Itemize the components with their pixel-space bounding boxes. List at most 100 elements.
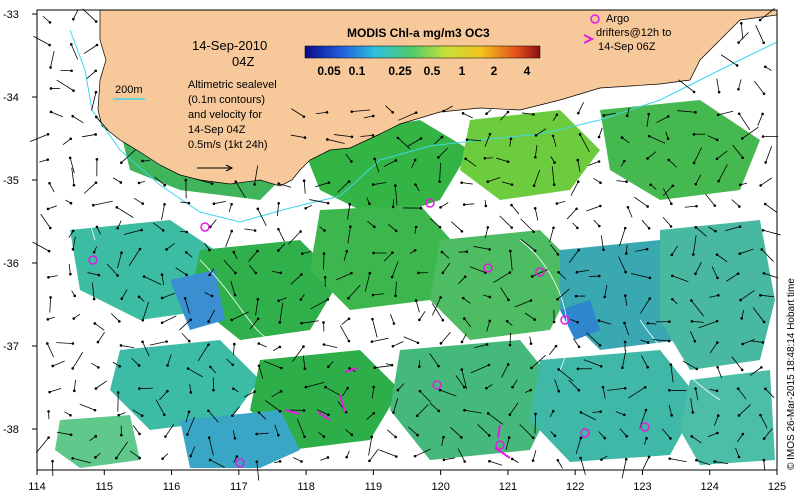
velocity-arrow-origin — [667, 158, 671, 162]
velocity-arrow-origin — [349, 225, 352, 228]
velocity-arrow-origin — [257, 342, 261, 345]
velocity-arrow-origin — [462, 317, 466, 320]
velocity-arrow-origin — [488, 319, 492, 323]
velocity-arrow — [133, 197, 143, 204]
velocity-arrow-origin — [69, 433, 73, 437]
velocity-arrow-origin — [717, 90, 721, 94]
velocity-arrow — [621, 137, 630, 144]
velocity-arrow — [258, 412, 267, 420]
velocity-arrow-origin — [576, 158, 580, 162]
velocity-arrow-origin — [505, 319, 509, 323]
velocity-arrow-origin — [623, 294, 627, 298]
velocity-arrow-origin — [303, 367, 307, 370]
velocity-arrow-origin — [94, 435, 98, 438]
velocity-arrow-origin — [552, 226, 555, 230]
velocity-arrow — [586, 205, 601, 212]
velocity-arrow-origin — [506, 110, 510, 114]
velocity-arrow — [732, 144, 744, 159]
velocity-arrow-origin — [510, 203, 513, 207]
argo-drifter-marker — [483, 263, 493, 273]
velocity-arrow — [598, 320, 612, 325]
velocity-arrow — [180, 201, 189, 204]
velocity-arrow-origin — [163, 183, 167, 187]
velocity-arrow-origin — [189, 318, 192, 322]
velocity-arrow — [487, 177, 501, 183]
velocity-arrow — [741, 309, 745, 319]
velocity-arrow-origin — [189, 454, 192, 458]
velocity-arrow-origin — [46, 133, 50, 136]
velocity-arrow — [656, 116, 669, 124]
velocity-arrow — [450, 426, 462, 438]
velocity-arrow-origin — [142, 275, 146, 278]
velocity-arrow — [91, 282, 95, 299]
x-tick-label: 120 — [431, 481, 449, 493]
velocity-arrow — [711, 266, 718, 279]
velocity-arrow — [142, 301, 149, 321]
argo-drifter-marker — [88, 255, 98, 265]
velocity-arrow-origin — [163, 413, 166, 417]
velocity-arrow-origin — [623, 226, 627, 230]
velocity-arrow — [487, 413, 503, 425]
velocity-arrow-origin — [46, 207, 50, 211]
velocity-arrow-origin — [322, 252, 326, 255]
velocity-arrow-origin — [115, 206, 119, 209]
velocity-arrow — [274, 424, 279, 436]
velocity-arrow — [765, 203, 778, 213]
velocity-arrow-origin — [647, 134, 651, 138]
velocity-arrow-origin — [487, 363, 491, 367]
x-tick-label: 121 — [499, 481, 517, 493]
velocity-arrow-origin — [762, 41, 765, 45]
velocity-arrow-origin — [488, 248, 491, 251]
velocity-arrow — [117, 220, 122, 229]
velocity-arrow-origin — [441, 271, 445, 275]
velocity-arrow-origin — [49, 110, 53, 114]
velocity-arrow-origin — [208, 248, 211, 252]
velocity-arrow-origin — [694, 272, 697, 276]
velocity-arrow-origin — [95, 225, 99, 229]
velocity-arrow-origin — [671, 297, 674, 301]
velocity-arrow-origin — [371, 114, 375, 118]
velocity-arrow-origin — [439, 206, 442, 209]
velocity-arrow-origin — [71, 456, 74, 460]
velocity-arrow — [431, 297, 442, 316]
velocity-arrow — [121, 149, 136, 163]
velocity-arrow-origin — [764, 65, 767, 69]
velocity-arrow-origin — [666, 115, 670, 118]
velocity-arrow — [186, 416, 195, 435]
velocity-arrow — [742, 126, 759, 139]
velocity-arrow — [390, 314, 395, 324]
velocity-arrow — [692, 235, 697, 255]
velocity-arrow-origin — [350, 110, 354, 113]
velocity-arrow-origin — [368, 271, 372, 275]
velocity-arrow-origin — [442, 109, 445, 113]
y-tick-label: -38 — [3, 424, 19, 436]
velocity-arrow-origin — [484, 204, 488, 208]
velocity-arrow-origin — [47, 436, 50, 439]
velocity-arrow — [572, 338, 580, 347]
velocity-arrow-origin — [94, 181, 98, 184]
velocity-arrow-origin — [507, 436, 511, 439]
velocity-arrow-origin — [649, 183, 652, 187]
velocity-arrow-origin — [511, 385, 514, 389]
velocity-arrow — [648, 135, 666, 144]
velocity-arrow — [652, 339, 670, 342]
velocity-arrow-origin — [279, 366, 283, 370]
velocity-arrow — [443, 105, 453, 112]
velocity-arrow — [760, 294, 775, 298]
velocity-arrow — [463, 297, 471, 304]
velocity-arrow — [534, 145, 538, 158]
velocity-arrow-origin — [189, 391, 193, 394]
velocity-arrow — [296, 418, 305, 437]
velocity-arrow-origin — [300, 252, 304, 256]
velocity-arrow — [166, 243, 175, 250]
velocity-arrow-origin — [532, 113, 535, 116]
velocity-arrow — [493, 272, 511, 283]
velocity-arrow-origin — [300, 273, 303, 276]
velocity-arrow-origin — [117, 413, 120, 417]
velocity-arrow — [96, 226, 102, 235]
velocity-arrow-origin — [530, 366, 533, 370]
argo-tracks — [284, 367, 511, 459]
velocity-arrow — [379, 449, 397, 457]
velocity-arrow-origin — [120, 161, 123, 164]
velocity-arrow — [327, 139, 345, 144]
